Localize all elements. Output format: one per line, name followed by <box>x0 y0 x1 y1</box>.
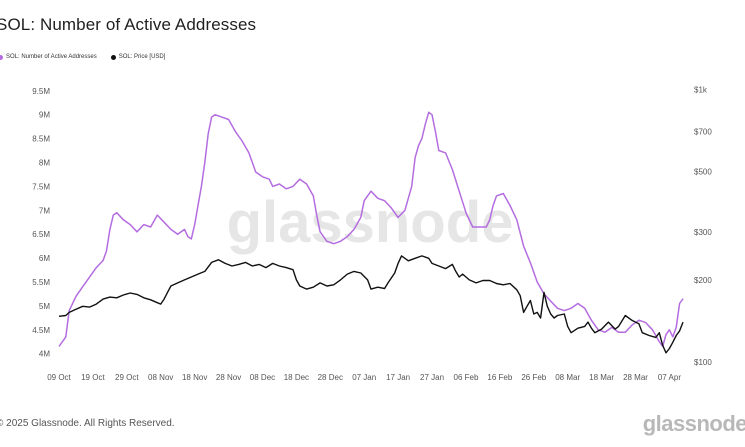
y-left-tick-label: 6.5M <box>32 230 50 239</box>
x-tick-label: 08 Nov <box>148 373 173 382</box>
x-tick-label: 26 Feb <box>521 373 546 382</box>
y-left-tick-label: 5.5M <box>32 278 50 287</box>
y-axis-left: 4M 4.5M 5M 5.5M 6M 6.5M 7M 7.5M 8M 8.5M 9M 9.5M <box>32 87 50 359</box>
x-tick-label: 17 Jan <box>386 373 410 382</box>
x-tick-label: 08 Dec <box>250 373 275 382</box>
series-lines <box>58 111 684 354</box>
y-left-tick-label: 7M <box>39 206 50 215</box>
x-tick-label: 07 Jan <box>352 373 376 382</box>
y-right-tick-label: $200 <box>694 276 712 285</box>
x-tick-label: 18 Mar <box>589 373 614 382</box>
y-left-tick-label: 9M <box>39 111 50 120</box>
series-line-active-addresses[interactable] <box>58 111 684 348</box>
watermark: glassnode <box>227 190 514 255</box>
y-axis-right: $100 $200 $300 $500 $700 $1k <box>694 85 712 366</box>
y-left-tick-label: 7.5M <box>32 182 50 191</box>
legend: SOL: Number of Active Addresses SOL: Pri… <box>0 54 179 60</box>
glassnode-logo[interactable]: glassnode <box>642 411 745 436</box>
x-tick-label: 27 Jan <box>420 373 444 382</box>
series-line-sol-price[interactable] <box>58 255 684 354</box>
x-tick-label: 18 Dec <box>284 373 309 382</box>
y-right-tick-label: $300 <box>694 228 712 237</box>
y-left-tick-label: 4.5M <box>32 326 50 335</box>
legend-marker-sol-price <box>110 54 116 60</box>
x-tick-label: 09 Oct <box>47 373 71 382</box>
legend-marker-active-addresses <box>0 54 3 60</box>
chart-title: SOL: Number of Active Addresses <box>0 15 257 34</box>
y-right-tick-label: $500 <box>694 168 712 177</box>
x-tick-label: 08 Mar <box>555 373 580 382</box>
y-left-tick-label: 8.5M <box>32 135 50 144</box>
x-tick-label: 16 Feb <box>487 373 512 382</box>
legend-item-sol-price[interactable]: SOL: Price [USD] <box>110 54 166 60</box>
x-tick-label: 06 Feb <box>454 373 479 382</box>
legend-label-active-addresses: SOL: Number of Active Addresses <box>6 54 97 60</box>
y-left-tick-label: 5M <box>39 302 50 311</box>
y-right-tick-label: $700 <box>694 128 712 137</box>
x-tick-label: 28 Mar <box>623 373 648 382</box>
legend-label-sol-price: SOL: Price [USD] <box>118 54 166 60</box>
y-left-tick-label: 6M <box>39 254 50 263</box>
copyright-text: © 2025 Glassnode. All Rights Reserved. <box>0 418 175 429</box>
y-left-tick-label: 4M <box>39 350 50 359</box>
y-right-tick-label: $1k <box>694 85 708 94</box>
x-tick-label: 19 Oct <box>81 373 105 382</box>
x-tick-label: 28 Nov <box>216 373 241 382</box>
x-tick-label: 28 Dec <box>318 373 343 382</box>
x-tick-label: 29 Oct <box>115 373 139 382</box>
x-tick-label: 18 Nov <box>182 373 207 382</box>
y-left-tick-label: 8M <box>39 158 50 167</box>
x-axis: 09 Oct 19 Oct 29 Oct 08 Nov 18 Nov 28 Nov 08 D… <box>47 373 681 382</box>
y-left-tick-label: 9.5M <box>32 87 50 96</box>
x-tick-label: 07 Apr <box>658 373 681 382</box>
y-right-tick-label: $100 <box>694 358 712 367</box>
legend-item-active-addresses[interactable]: SOL: Number of Active Addresses <box>0 54 97 60</box>
